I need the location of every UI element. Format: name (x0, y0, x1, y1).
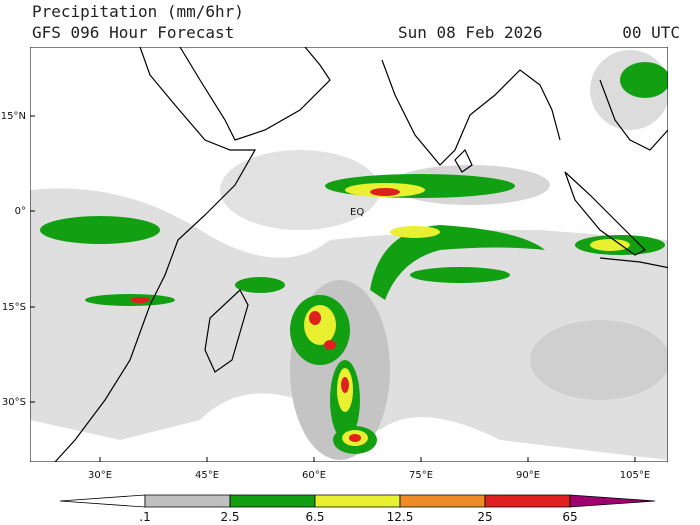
lon-label: 60°E (302, 470, 326, 481)
colorbar-segment (229, 494, 316, 508)
colorbar-label: .1 (139, 510, 150, 524)
lat-label: 15°S (2, 302, 26, 313)
forecast-time: 00 UTC (622, 23, 680, 42)
colorbar-segment (59, 494, 146, 508)
moderate-precip (40, 62, 668, 454)
lon-label: 30°E (88, 470, 112, 481)
colorbar: .1 2.5 6.5 12.5 25 65 (59, 494, 656, 524)
map-area (30, 47, 668, 462)
colorbar-segment (399, 494, 486, 508)
colorbar-label: 6.5 (305, 510, 324, 524)
colorbar-label: 2.5 (220, 510, 239, 524)
very-heavy-precip (130, 188, 400, 442)
colorbar-label: 12.5 (387, 510, 414, 524)
colorbar-segment (569, 494, 656, 508)
colorbar-segment (144, 494, 231, 508)
lon-label: 105°E (620, 470, 650, 481)
lon-label: 75°E (409, 470, 433, 481)
subtitle: GFS 096 Hour Forecast (32, 23, 234, 42)
colorbar-label: 65 (562, 510, 577, 524)
colorbar-segment (314, 494, 401, 508)
lat-label: 15°N (1, 111, 26, 122)
colorbar-label: 25 (477, 510, 492, 524)
lon-label: 90°E (516, 470, 540, 481)
title: Precipitation (mm/6hr) (32, 2, 244, 21)
lon-label: 45°E (195, 470, 219, 481)
lat-label: 0° (15, 206, 26, 217)
forecast-date: Sun 08 Feb 2026 (398, 23, 543, 42)
lat-label: 30°S (2, 397, 26, 408)
coastlines (54, 47, 668, 462)
equator-label: EQ (350, 207, 364, 218)
colorbar-segment (484, 494, 571, 508)
